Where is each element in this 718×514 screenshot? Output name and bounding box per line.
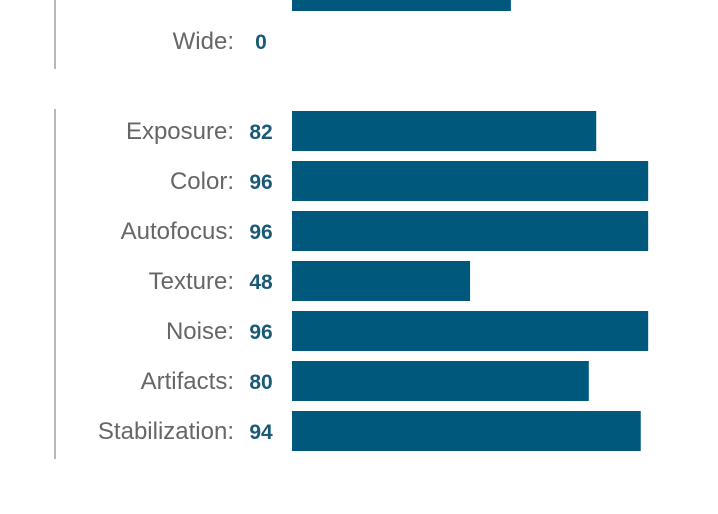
bar-color bbox=[292, 161, 649, 201]
value-label: 80 bbox=[249, 371, 272, 394]
value-label: 82 bbox=[249, 121, 272, 144]
value-label: 96 bbox=[249, 321, 272, 344]
category-label: Artifacts: bbox=[141, 368, 234, 395]
value-label: 48 bbox=[249, 271, 273, 294]
chart-layer: Wide: 0 Exposure: 82 Color: 96 Autofocus: 96 Tex… bbox=[54, 0, 649, 459]
bar-texture bbox=[292, 261, 471, 301]
bar-exposure bbox=[292, 111, 597, 151]
category-label: Color: bbox=[170, 168, 234, 195]
category-label: Autofocus: bbox=[121, 218, 234, 245]
category-label: Texture: bbox=[149, 268, 234, 295]
bar-autofocus bbox=[292, 211, 649, 251]
category-label: Wide: bbox=[173, 28, 234, 55]
value-label: 96 bbox=[249, 221, 272, 244]
bar-stabilization bbox=[292, 411, 641, 451]
bar-artifacts bbox=[292, 361, 589, 401]
category-label: Stabilization: bbox=[98, 418, 234, 445]
value-label: 96 bbox=[249, 171, 272, 194]
category-label: Noise: bbox=[166, 318, 234, 345]
bar-zoom-0 bbox=[292, 0, 511, 11]
value-label: 0 bbox=[255, 31, 267, 54]
value-label: 94 bbox=[249, 421, 273, 444]
bar-noise bbox=[292, 311, 649, 351]
category-label: Exposure: bbox=[126, 118, 234, 145]
